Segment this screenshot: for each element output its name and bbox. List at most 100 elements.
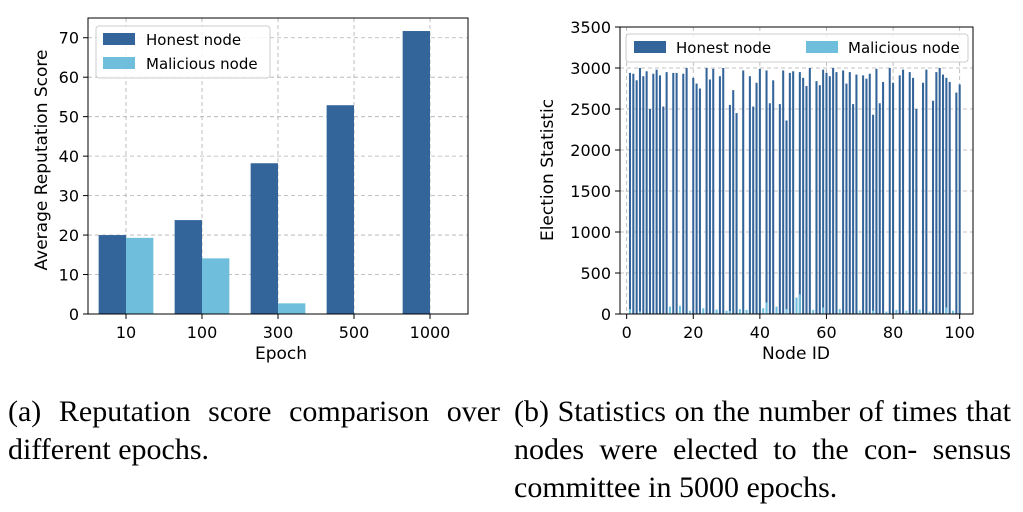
y-tick-label: 40 bbox=[59, 147, 79, 166]
election-chart: 0 500 1000 1500 2000 2500 3000 3500 0 20 40 60 80 10… bbox=[538, 18, 975, 364]
x-axis-ticks: 10 100 300 500 1000 bbox=[116, 314, 451, 342]
bar-malicious bbox=[798, 294, 801, 314]
y-tick-label: 0 bbox=[69, 305, 79, 324]
legend-box bbox=[95, 25, 271, 79]
bar-malicious bbox=[795, 297, 798, 314]
bar-honest bbox=[898, 75, 901, 314]
x-tick-label: 1000 bbox=[410, 323, 451, 342]
bar-honest bbox=[802, 77, 805, 314]
bar-honest bbox=[655, 69, 658, 314]
bar-malicious bbox=[785, 309, 788, 314]
bar-honest bbox=[915, 109, 918, 314]
bar-honest bbox=[935, 72, 938, 314]
bar-honest bbox=[662, 106, 665, 314]
bar-honest bbox=[792, 71, 795, 314]
bar-malicious bbox=[905, 310, 908, 314]
plot-frame bbox=[619, 26, 974, 315]
x-tick-label: 10 bbox=[116, 323, 136, 342]
y-axis-label: Election Statistic bbox=[538, 99, 558, 241]
bar-malicious bbox=[765, 302, 768, 314]
bar-malicious bbox=[688, 310, 691, 314]
bar-honest bbox=[945, 77, 948, 314]
y-tick-label: 10 bbox=[59, 266, 79, 285]
y-tick-label: 70 bbox=[59, 29, 79, 48]
bar-honest bbox=[878, 103, 881, 314]
y-tick-label: 20 bbox=[59, 226, 79, 245]
bar-honest bbox=[708, 79, 711, 314]
x-tick-label: 500 bbox=[339, 323, 370, 342]
bar-honest bbox=[882, 81, 885, 314]
bar-honest bbox=[902, 69, 905, 314]
bar-honest bbox=[712, 68, 715, 314]
bar-honest bbox=[922, 82, 925, 314]
reputation-chart: 0 10 20 30 40 50 60 70 10 100 300 500 1000 Epoch Av… bbox=[32, 17, 469, 364]
bar-honest bbox=[665, 72, 668, 314]
bar-malicious bbox=[702, 308, 705, 314]
bar-malicious bbox=[628, 309, 632, 314]
bar-malicious bbox=[202, 258, 230, 314]
bar-malicious bbox=[745, 309, 748, 314]
legend-label: Honest node bbox=[676, 39, 771, 57]
bar-malicious bbox=[728, 311, 731, 314]
bar-honest bbox=[638, 68, 642, 314]
legend: Honest node Malicious node bbox=[95, 25, 271, 79]
legend-box bbox=[625, 33, 969, 63]
bar-honest bbox=[772, 80, 775, 314]
bar-honest bbox=[685, 68, 688, 314]
bar-malicious bbox=[775, 306, 778, 314]
bar-honest bbox=[818, 85, 821, 314]
bar-honest bbox=[705, 68, 708, 314]
bar-honest bbox=[98, 235, 126, 314]
bar-honest bbox=[875, 68, 878, 314]
bar-malicious bbox=[918, 309, 921, 314]
bar-honest bbox=[174, 220, 202, 314]
bar-malicious bbox=[738, 309, 741, 314]
x-tick-label: 60 bbox=[816, 323, 836, 342]
y-axis-ticks: 0 10 20 30 40 50 60 70 bbox=[59, 29, 88, 324]
bar-honest bbox=[855, 74, 858, 314]
bar-honest bbox=[868, 73, 871, 315]
legend-swatch bbox=[103, 33, 135, 45]
bar-honest bbox=[872, 114, 875, 315]
bar-honest bbox=[932, 100, 935, 314]
y-tick-label: 30 bbox=[59, 187, 79, 206]
bar-honest bbox=[842, 70, 845, 315]
bar-honest bbox=[755, 82, 758, 314]
bar-malicious bbox=[678, 305, 681, 314]
bar-honest bbox=[722, 68, 725, 314]
bar-malicious bbox=[638, 311, 642, 314]
bar-honest bbox=[402, 31, 430, 315]
bars bbox=[628, 68, 961, 315]
bar-malicious bbox=[895, 309, 898, 314]
y-tick-label: 2000 bbox=[570, 141, 611, 160]
x-tick-label: 300 bbox=[263, 323, 294, 342]
x-tick-label: 80 bbox=[883, 323, 903, 342]
bar-malicious bbox=[872, 310, 875, 314]
bar-honest bbox=[892, 82, 895, 314]
bar-honest bbox=[815, 81, 818, 315]
bar-malicious bbox=[858, 310, 861, 314]
bar-honest bbox=[698, 88, 701, 314]
y-tick-label: 3500 bbox=[570, 18, 611, 37]
legend-swatch bbox=[806, 41, 838, 53]
bar-honest bbox=[642, 76, 645, 314]
bar-honest bbox=[828, 76, 831, 314]
x-axis-label: Node ID bbox=[762, 344, 830, 364]
bar-honest bbox=[778, 104, 781, 314]
x-tick-label: 100 bbox=[187, 323, 218, 342]
y-tick-label: 3000 bbox=[570, 59, 611, 78]
bar-honest bbox=[798, 72, 801, 314]
legend-label: Malicious node bbox=[146, 55, 258, 73]
bar-honest bbox=[635, 80, 638, 314]
bar-honest bbox=[938, 68, 941, 314]
bar-malicious bbox=[278, 303, 306, 314]
bar-honest bbox=[852, 104, 855, 314]
bar-honest bbox=[925, 69, 928, 314]
bar-malicious bbox=[838, 309, 841, 314]
bar-honest bbox=[326, 105, 354, 314]
bar-honest bbox=[732, 90, 735, 314]
legend-label: Honest node bbox=[146, 31, 241, 49]
y-tick-label: 60 bbox=[59, 68, 79, 87]
bar-honest bbox=[672, 72, 675, 314]
bar-honest bbox=[645, 71, 648, 314]
